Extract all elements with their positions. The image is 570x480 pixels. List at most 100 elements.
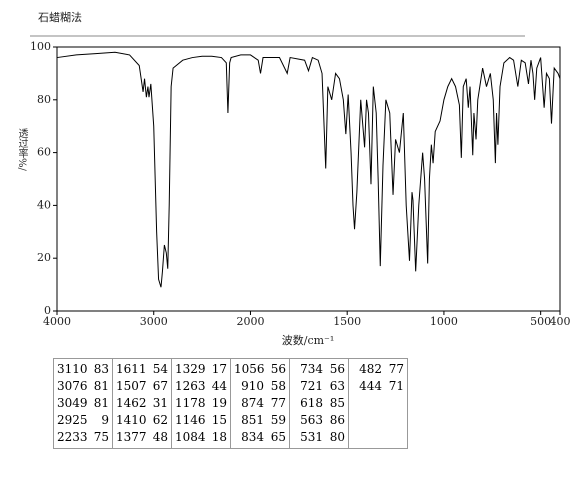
peak-transmittance: 48 [152,430,168,444]
peak-wavenumber: 3076 [57,379,88,393]
peak-row: 1507 67 [116,378,168,395]
peak-row: 563 86 [293,412,345,429]
peak-row: 1329 17 [175,361,227,378]
peak-column: 734 56 721 63 618 85 563 86 531 80 [290,359,349,448]
peak-row: 834 65 [234,429,286,446]
x-tick-label: 400 [550,315,570,328]
spectrum-line [56,51,561,288]
peak-wavenumber: 1611 [116,362,147,376]
x-tick-label: 1500 [333,315,361,328]
peak-row: 2233 75 [57,429,109,446]
peak-transmittance: 77 [388,362,404,376]
peak-wavenumber: 851 [241,413,264,427]
peak-transmittance: 18 [211,430,227,444]
peak-row: 1146 15 [175,412,227,429]
peak-transmittance: 77 [270,396,286,410]
peak-transmittance: 59 [270,413,286,427]
peak-row: 1462 31 [116,395,168,412]
peak-transmittance: 19 [211,396,227,410]
peak-wavenumber: 3110 [57,362,88,376]
peak-transmittance: 62 [152,413,168,427]
peak-wavenumber: 3049 [57,396,88,410]
peak-wavenumber: 2925 [57,413,88,427]
peak-column: 1056 56 910 58 874 77 851 59 834 65 [231,359,290,448]
peak-row: 1263 44 [175,378,227,395]
peak-wavenumber: 874 [241,396,264,410]
y-tick-label: 80 [37,93,51,106]
peak-wavenumber: 618 [300,396,323,410]
peak-row: 1611 54 [116,361,168,378]
peak-wavenumber: 1329 [175,362,206,376]
peak-row: 3049 81 [57,395,109,412]
peak-row: 3110 83 [57,361,109,378]
chart-title: 石蜡糊法 [38,10,82,24]
peak-transmittance: 56 [270,362,286,376]
y-tick-label: 60 [37,146,51,159]
peak-transmittance: 83 [93,362,109,376]
peak-wavenumber: 1410 [116,413,147,427]
peak-column: 482 77 444 71 [349,359,407,448]
peak-wavenumber: 1377 [116,430,147,444]
peak-transmittance: 75 [93,430,109,444]
x-tick-label: 4000 [43,315,71,328]
plot-frame [56,46,561,312]
peak-column: 3110 83 3076 81 3049 81 2925 9 2233 75 [54,359,113,448]
peak-transmittance: 31 [152,396,168,410]
peak-row: 2925 9 [57,412,109,429]
peak-transmittance: 58 [270,379,286,393]
peak-transmittance: 81 [93,396,109,410]
peak-transmittance: 63 [329,379,345,393]
peak-row: 874 77 [234,395,286,412]
x-tick-label: 1000 [430,315,458,328]
peak-wavenumber: 1146 [175,413,206,427]
peak-wavenumber: 1178 [175,396,206,410]
peak-row: 1178 19 [175,395,227,412]
peak-row: 721 63 [293,378,345,395]
peak-column: 1611 54 1507 67 1462 31 1410 62 1377 48 [113,359,172,448]
peak-transmittance: 15 [211,413,227,427]
peak-transmittance: 17 [211,362,227,376]
peak-wavenumber: 721 [300,379,323,393]
peak-transmittance: 56 [329,362,345,376]
peak-wavenumber: 1084 [175,430,206,444]
peak-wavenumber: 910 [241,379,264,393]
peak-wavenumber: 2233 [57,430,88,444]
peak-wavenumber: 1056 [234,362,265,376]
peak-wavenumber: 1263 [175,379,206,393]
y-axis-label: 透过率%/ [16,128,27,171]
peak-column: 1329 17 1263 44 1178 19 1146 15 1084 18 [172,359,231,448]
peak-row: 482 77 [352,361,404,378]
peak-row: 851 59 [234,412,286,429]
peak-transmittance: 80 [329,430,345,444]
x-tick-label: 2000 [236,315,264,328]
peak-wavenumber: 1462 [116,396,147,410]
peak-wavenumber: 531 [300,430,323,444]
chart: 石蜡糊法 波数/cm⁻¹ 0 20 40 60 80 100 4000 3000 2000 150… [30,10,570,347]
peak-transmittance: 44 [211,379,227,393]
peak-row: 734 56 [293,361,345,378]
peak-transmittance: 85 [329,396,345,410]
peak-row: 910 58 [234,378,286,395]
peak-row: 531 80 [293,429,345,446]
peak-transmittance: 9 [101,413,109,427]
y-tick-label: 100 [30,40,51,53]
x-axis-label: 波数/cm⁻¹ [282,334,335,347]
y-tick-label: 20 [37,251,51,264]
peak-wavenumber: 734 [300,362,323,376]
peak-transmittance: 65 [270,430,286,444]
peak-wavenumber: 834 [241,430,264,444]
peak-wavenumber: 482 [359,362,382,376]
peak-transmittance: 67 [152,379,168,393]
peak-row: 444 71 [352,378,404,395]
x-tick-label: 500 [530,315,551,328]
y-tick-label: 0 [44,304,51,317]
peak-wavenumber: 563 [300,413,323,427]
peak-transmittance: 54 [152,362,168,376]
x-tick-label: 3000 [140,315,168,328]
peak-wavenumber: 1507 [116,379,147,393]
peak-row: 1377 48 [116,429,168,446]
y-tick-label: 40 [37,198,51,211]
peak-transmittance: 71 [388,379,404,393]
peak-transmittance: 86 [329,413,345,427]
